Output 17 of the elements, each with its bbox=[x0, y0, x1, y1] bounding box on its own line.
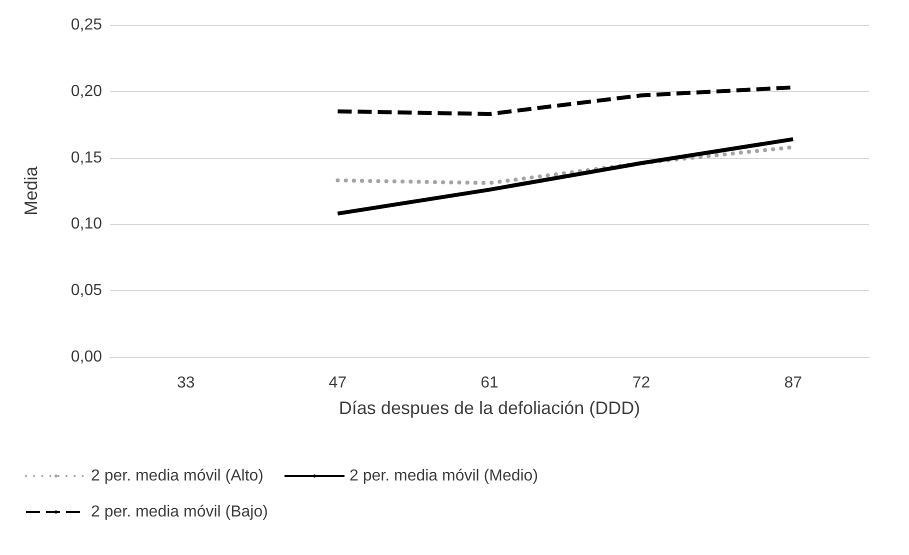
y-tick-label: 0,15 bbox=[70, 149, 102, 166]
x-tick-label: 61 bbox=[480, 374, 498, 392]
line-series bbox=[336, 137, 796, 216]
y-tick-label: 0,00 bbox=[70, 348, 102, 366]
x-axis-title: Días despues de la defoliación (DDD) bbox=[338, 398, 640, 418]
y-axis-title: Media bbox=[21, 166, 41, 216]
x-tick-label: 33 bbox=[177, 374, 195, 392]
legend-label: 2 per. media móvil (Alto) bbox=[91, 468, 264, 484]
y-tick-label: 0,10 bbox=[70, 216, 102, 233]
y-tick-label: 0,20 bbox=[70, 82, 102, 100]
x-tick-label: 87 bbox=[784, 374, 802, 392]
y-tick-label: 0,05 bbox=[70, 282, 102, 300]
legend-label: 2 per. media móvil (Medio) bbox=[350, 468, 538, 484]
x-tick-label: 72 bbox=[632, 374, 650, 392]
x-tick-label: 47 bbox=[328, 374, 347, 392]
y-tick-label: 0,25 bbox=[70, 16, 102, 34]
legend-label: 2 per. media móvil (Bajo) bbox=[91, 504, 268, 520]
